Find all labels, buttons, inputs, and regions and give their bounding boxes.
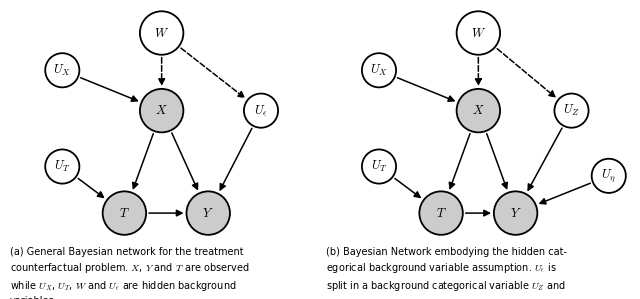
Circle shape <box>186 191 230 235</box>
Text: (b) Bayesian Network embodying the hidden cat-
egorical background variable assu: (b) Bayesian Network embodying the hidde… <box>326 247 567 299</box>
Text: (a) General Bayesian network for the treatment
counterfactual problem. $X$, $Y$ : (a) General Bayesian network for the tre… <box>10 247 249 299</box>
Text: $Y$: $Y$ <box>202 207 214 219</box>
Text: $U_Z$: $U_Z$ <box>563 103 580 118</box>
Text: $W$: $W$ <box>471 27 486 39</box>
Text: $U_T$: $U_T$ <box>371 159 387 174</box>
Circle shape <box>362 53 396 87</box>
Text: $X$: $X$ <box>472 104 484 117</box>
Circle shape <box>244 94 278 128</box>
Circle shape <box>419 191 463 235</box>
Text: $U_{\epsilon}$: $U_{\epsilon}$ <box>254 103 268 118</box>
Circle shape <box>494 191 538 235</box>
Circle shape <box>140 89 184 132</box>
Text: $W$: $W$ <box>154 27 169 39</box>
Circle shape <box>45 150 79 184</box>
Text: $X$: $X$ <box>156 104 168 117</box>
Circle shape <box>140 11 184 55</box>
Circle shape <box>362 150 396 184</box>
Circle shape <box>456 11 500 55</box>
Text: $U_X$: $U_X$ <box>53 63 71 78</box>
Circle shape <box>554 94 589 128</box>
Text: $T$: $T$ <box>436 207 447 219</box>
Text: $U_{\eta}$: $U_{\eta}$ <box>602 167 616 184</box>
Circle shape <box>456 89 500 132</box>
Text: $U_X$: $U_X$ <box>370 63 388 78</box>
Circle shape <box>102 191 146 235</box>
Circle shape <box>592 159 626 193</box>
Text: $U_T$: $U_T$ <box>54 159 70 174</box>
Text: $Y$: $Y$ <box>510 207 522 219</box>
Circle shape <box>45 53 79 87</box>
Text: $T$: $T$ <box>119 207 130 219</box>
